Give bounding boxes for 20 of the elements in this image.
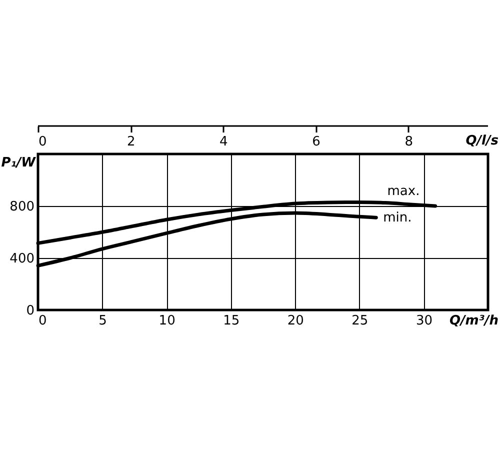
x-axis-title: Q/m³/h <box>449 314 498 328</box>
series-label: max. <box>387 184 420 199</box>
x2-tick-label: 4 <box>220 134 228 150</box>
x2-tick-label: 8 <box>404 134 414 150</box>
y-axis-title: P₁/W <box>1 156 36 170</box>
x-tick-label: 10 <box>158 314 176 328</box>
y-tick-label: 0 <box>26 304 34 318</box>
x-tick-label: 0 <box>38 314 47 328</box>
y-tick-label: 400 <box>10 252 34 266</box>
x-tick-label: 15 <box>223 314 240 328</box>
x-tick-label: 30 <box>416 314 432 328</box>
x-tick-label: 20 <box>287 314 304 328</box>
y-tick-label: 800 <box>10 200 34 214</box>
x2-tick-label: 0 <box>38 134 47 150</box>
series-label: min. <box>383 210 412 226</box>
x2-tick-label: 6 <box>312 134 320 150</box>
x-tick-label: 5 <box>98 314 107 328</box>
x2-tick-label: 2 <box>126 134 136 150</box>
x-tick-label: 25 <box>352 314 368 328</box>
x2-axis-title: Q/l/s <box>466 134 499 148</box>
